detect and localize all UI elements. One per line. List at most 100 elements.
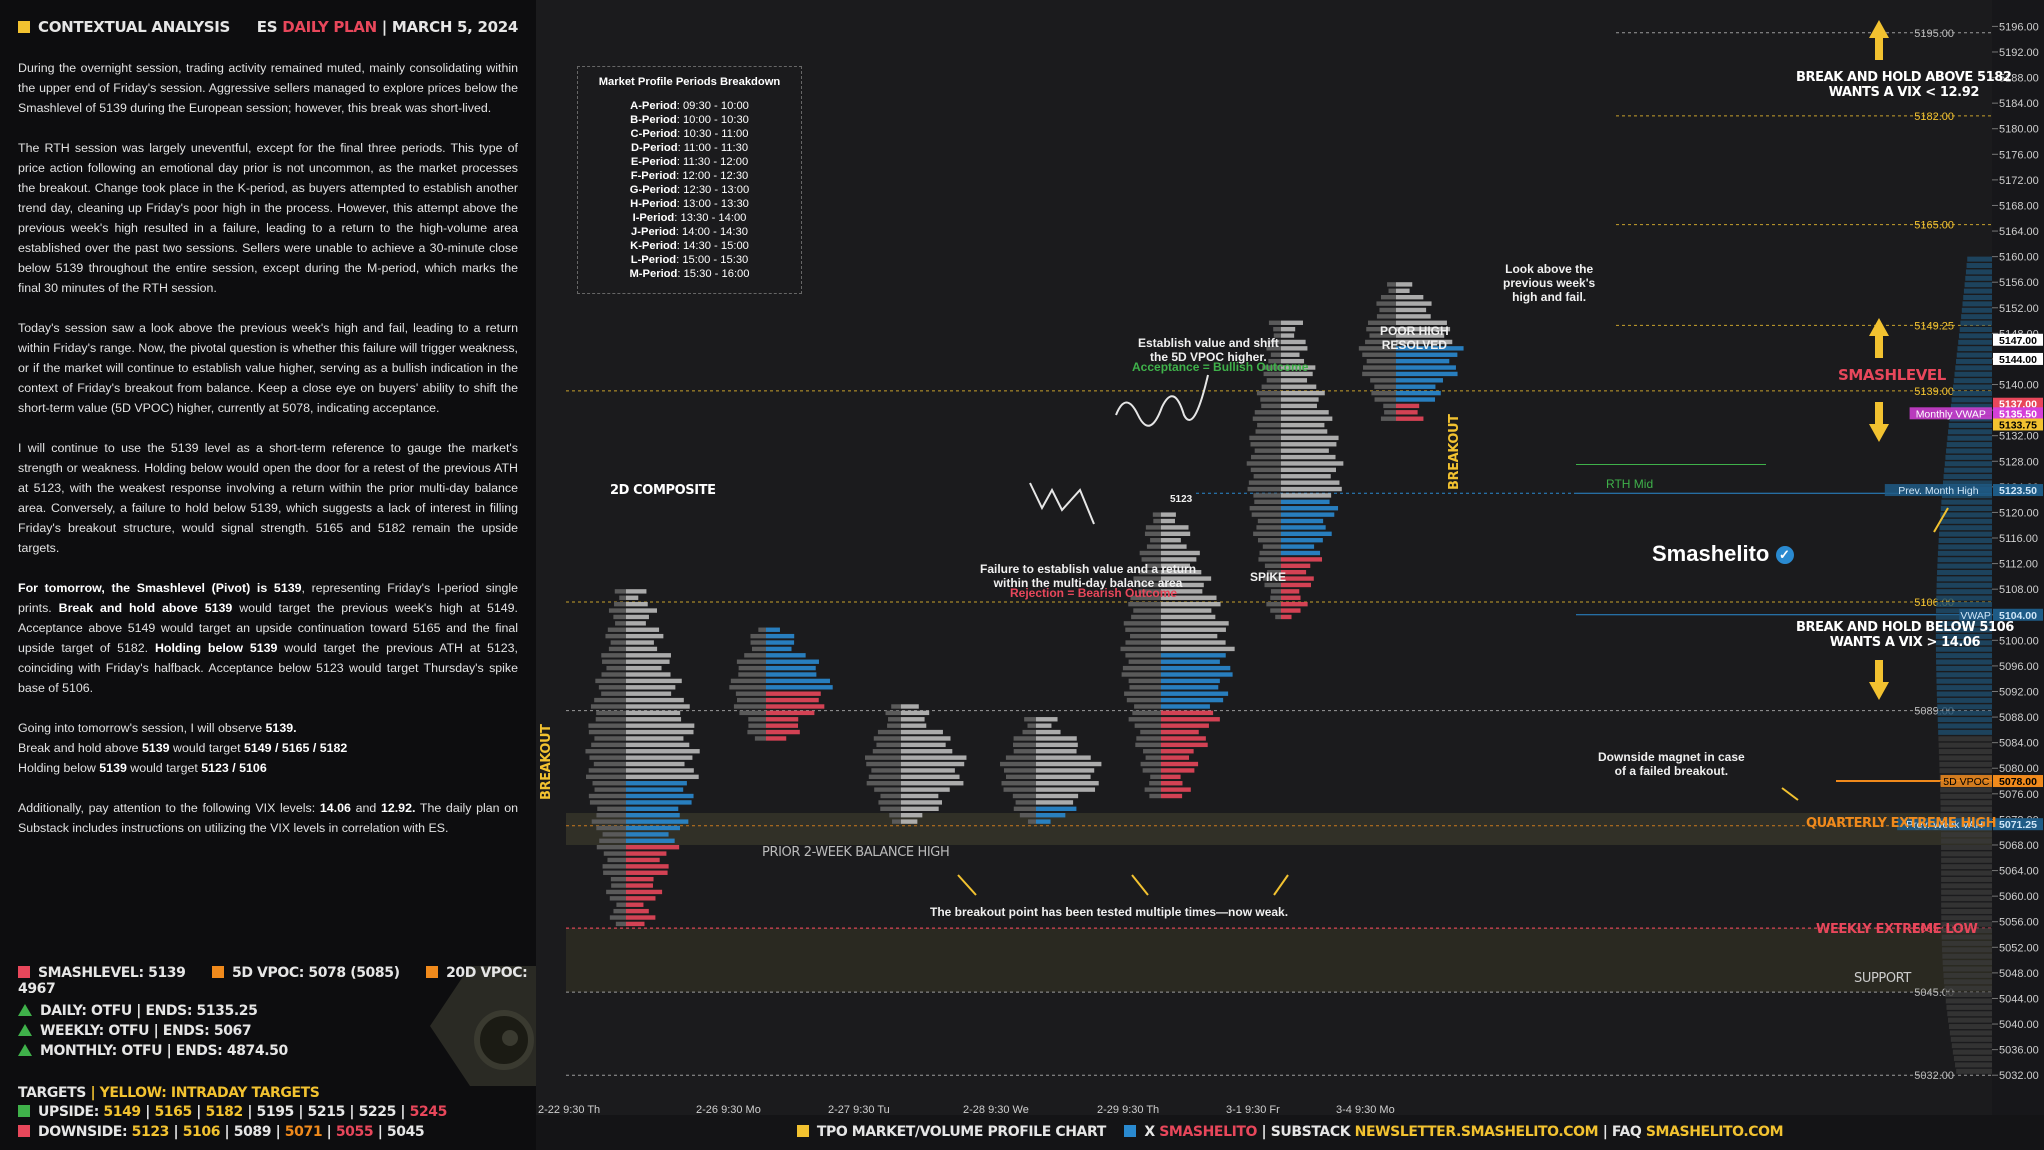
note-break-below: BREAK AND HOLD BELOW 5106 WANTS A VIX > … [1796,620,2014,650]
tpo-bar [1275,614,1281,620]
tpo-bar [1003,768,1036,773]
note-failure: Failure to establish value and a return … [980,562,1197,590]
composite-volume-bar [1954,371,1992,377]
volume-bar [1396,314,1431,319]
axis-background [1992,0,2044,1150]
volume-bar [626,774,699,780]
volume-bar [1281,563,1311,568]
tpo-bar [1253,474,1281,479]
composite-volume-bar [1941,915,1992,921]
volume-bar [1161,774,1181,780]
x-handle[interactable]: SMASHELITO [1159,1124,1258,1140]
profile-day [585,589,700,927]
composite-volume-bar [1958,333,1992,339]
volume-bar [1036,755,1091,760]
tpo-bar [1138,569,1161,575]
volume-bar [626,633,664,639]
paragraph-4: I will continue to use the 5139 level as… [18,441,518,555]
volume-bar [901,768,955,773]
composite-volume-bar [1941,896,1992,902]
tpo-bar [1024,717,1036,722]
volume-bar [1036,781,1099,786]
volume-bar [626,589,647,594]
volume-bar [901,723,927,728]
composite-volume-bar [1941,857,1992,863]
price-tag-name: Prev. Week VAH [1906,819,1983,831]
tpo-bar [1380,416,1396,421]
period-key: B-Period [630,114,677,126]
composite-volume-bar [1962,301,1992,307]
volume-bar [626,723,695,728]
composite-volume-bar [1967,256,1992,262]
y-tick-label: 5092.00 [1999,686,2039,698]
tpo-bar [606,665,626,671]
tpo-bar [1005,774,1036,780]
volume-bar [1161,787,1191,792]
tpo-bar [751,646,766,652]
composite-volume-bar [1944,461,1992,467]
profile-day [1000,717,1102,824]
period-item: K-Period: 14:30 - 15:00 [578,239,801,253]
tpo-bar [1000,761,1036,767]
volume-bar [1161,704,1210,709]
tpo-bar [607,627,626,632]
label-2d-composite: 2D COMPOSITE [610,483,716,498]
volume-bar [1396,339,1453,345]
up-arrow-icon [1869,20,1889,60]
tpo-bar [750,633,766,639]
tpo-bar [594,736,626,741]
profile-day [1246,320,1344,620]
tpo-bar [610,640,626,645]
tpo-bar [614,601,626,607]
composite-volume-bar [1953,384,1992,390]
volume-bar [1161,608,1212,613]
tpo-bar [1130,595,1161,600]
volume-bar [766,729,800,735]
period-time: : 13:00 - 13:30 [676,198,749,210]
price-tag-name-bg [1909,407,1992,420]
period-time: : 12:00 - 12:30 [676,170,749,182]
volume-bar [1036,813,1066,818]
y-tick-label: 5048.00 [1999,968,2039,980]
tpo-chart: 5195.005182.005165.005149.255139.005106.… [536,0,2044,1150]
tpo-bar [1257,538,1281,543]
volume-bar [1161,691,1229,696]
volume-bar [1281,518,1324,524]
composite-volume-bar [1946,442,1992,448]
tpo-bar [1003,787,1036,792]
tpo-bar [1125,640,1161,645]
downside-square-icon [18,1125,30,1137]
volume-bar [1281,544,1315,549]
composite-volume-bar [1936,659,1992,665]
composite-volume-bar [1944,985,1992,991]
volume-bar [1281,448,1329,453]
volume-bar [626,793,694,799]
tpo-bar [1366,358,1396,364]
trend-daily: DAILY: OTFU | ENDS: 5135.25 [18,1003,258,1019]
tpo-bar [1273,326,1281,332]
composite-volume-bar [1944,467,1992,473]
volume-bar [766,640,795,645]
y-tick-label: 5044.00 [1999,993,2039,1005]
bullish-sketch [1115,374,1209,427]
paragraph-3: Today's session saw a look above the pre… [18,321,518,415]
tpo-bar [1384,410,1396,415]
tpo-bar [1365,339,1396,345]
tpo-bar [592,781,626,786]
y-tick-label: 5068.00 [1999,840,2039,852]
tpo-bar [608,608,626,613]
volume-bar [1281,589,1300,594]
volume-bar [901,736,951,741]
substack-link[interactable]: NEWSLETTER.SMASHELITO.COM [1354,1124,1599,1140]
period-key: C-Period [630,128,678,140]
volume-bar [1281,429,1328,434]
volume-bar [1161,729,1199,735]
faq-link[interactable]: SMASHELITO.COM [1645,1124,1784,1140]
volume-bar [1281,410,1329,415]
price-tag-name: VWAP [1960,610,1991,622]
volume-bar [626,870,668,875]
volume-bar [1281,467,1337,473]
volume-bar [1161,640,1226,645]
volume-bar [626,908,649,914]
level-label: 5182.00 [1914,111,1954,123]
